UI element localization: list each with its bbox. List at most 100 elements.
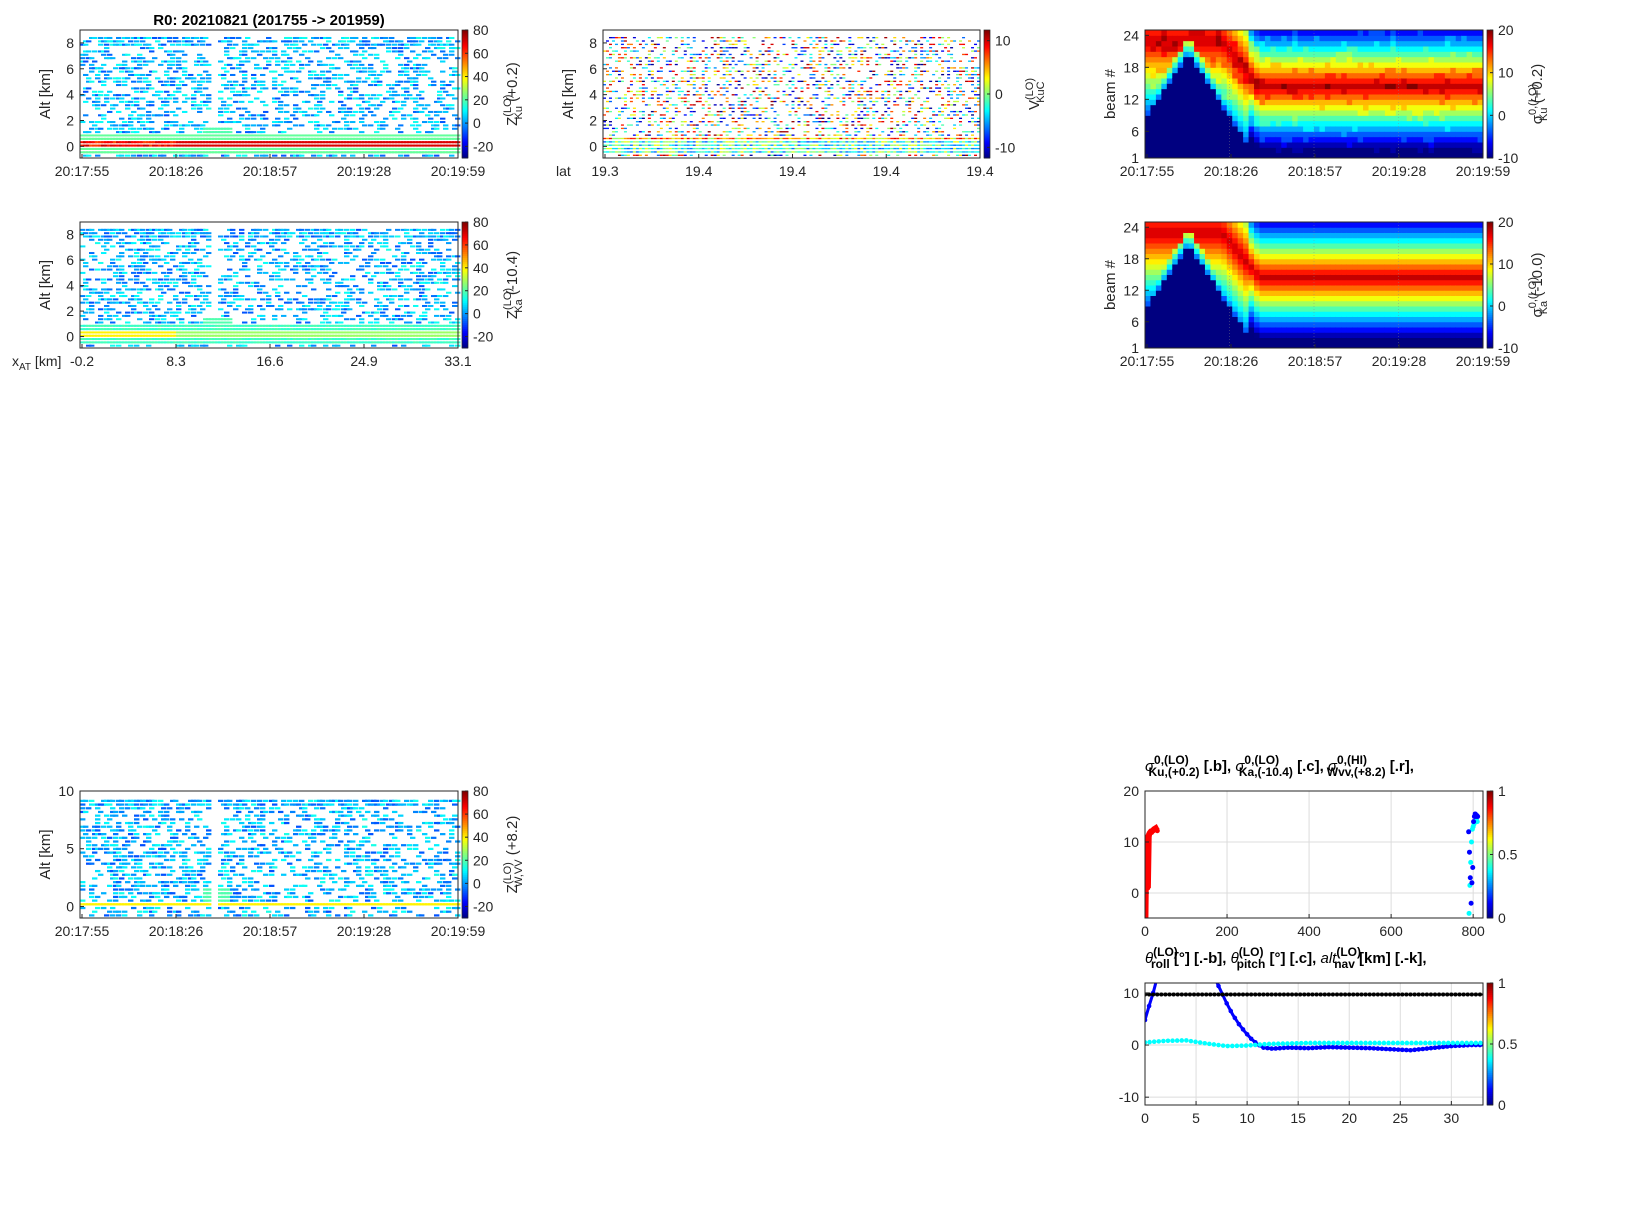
heatmap-cell	[756, 108, 759, 109]
heatmap-cell	[744, 94, 747, 95]
heatmap-cell	[83, 298, 88, 300]
heatmap-cell	[905, 61, 908, 62]
heatmap-cell	[609, 47, 612, 48]
heatmap-cell	[965, 101, 968, 102]
heatmap-cell	[893, 104, 896, 105]
heatmap-cell	[711, 145, 714, 146]
heatmap-cell	[953, 128, 956, 129]
heatmap-cell	[857, 131, 860, 132]
heatmap-cell	[717, 71, 720, 72]
heatmap-cell	[693, 141, 696, 142]
heatmap-cell	[833, 77, 836, 78]
heatmap-cell	[344, 114, 349, 116]
heatmap-cell	[824, 111, 827, 112]
heatmap-cell	[866, 134, 869, 135]
heatmap-cell	[146, 118, 151, 120]
heatmap-cell	[887, 71, 890, 72]
heatmap-cell	[747, 84, 750, 85]
heatmap-cell	[753, 118, 756, 119]
heatmap-cell	[395, 84, 400, 86]
heatmap-cell	[932, 148, 935, 149]
heatmap-cell	[260, 50, 265, 52]
heatmap-cell	[971, 84, 974, 85]
heatmap-cell	[884, 141, 887, 142]
heatmap-cell	[606, 145, 609, 146]
heatmap-cell	[935, 50, 938, 51]
heatmap-cell	[783, 145, 786, 146]
heatmap-cell	[884, 118, 887, 119]
heatmap-cell	[747, 97, 750, 98]
heatmap-cell	[836, 74, 839, 75]
heatmap-cell	[365, 94, 370, 96]
heatmap-cell	[732, 61, 735, 62]
heatmap-cell	[833, 151, 836, 152]
heatmap-cell	[362, 67, 367, 69]
heatmap-cell	[899, 47, 902, 48]
heatmap-cell	[648, 71, 651, 72]
heatmap-cell	[809, 151, 812, 152]
heatmap-cell	[905, 91, 908, 92]
heatmap-cell	[824, 145, 827, 146]
heatmap-cell	[830, 50, 833, 51]
heatmap-cell	[863, 141, 866, 142]
heatmap-cell	[926, 40, 929, 41]
heatmap-cell	[860, 138, 863, 139]
heatmap-cell	[938, 44, 941, 45]
heatmap-cell	[869, 87, 872, 88]
heatmap-cell	[254, 50, 259, 52]
heatmap-cell	[293, 77, 298, 79]
heatmap-cell	[344, 44, 349, 46]
heatmap-cell	[959, 151, 962, 152]
heatmap-cell	[657, 155, 660, 156]
heatmap-cell	[173, 71, 178, 73]
heatmap-cell	[750, 138, 753, 139]
heatmap-cell	[284, 111, 289, 113]
heatmap-cell	[726, 67, 729, 68]
heatmap-cell	[627, 87, 630, 88]
heatmap-cell	[287, 37, 292, 39]
heatmap-cell	[413, 57, 418, 59]
heatmap-cell	[884, 97, 887, 98]
heatmap-cell	[899, 61, 902, 62]
heatmap-cell	[866, 64, 869, 65]
heatmap-cell	[176, 57, 181, 59]
heatmap-cell	[908, 145, 911, 146]
heatmap-cell	[293, 40, 298, 42]
heatmap-cell	[872, 151, 875, 152]
heatmap-cell	[723, 94, 726, 95]
heatmap-cell	[941, 67, 944, 68]
heatmap-cell	[899, 67, 902, 68]
heatmap-cell	[293, 44, 298, 46]
heatmap-cell	[941, 111, 944, 112]
heatmap-cell	[812, 47, 815, 48]
heatmap-cell	[681, 101, 684, 102]
heatmap-cell	[783, 91, 786, 92]
heatmap-cell	[818, 118, 821, 119]
heatmap-cell	[899, 71, 902, 72]
heatmap-cell	[645, 87, 648, 88]
heatmap-cell	[618, 57, 621, 58]
heatmap-cell	[720, 57, 723, 58]
heatmap-cell	[848, 138, 851, 139]
heatmap-cell	[881, 44, 884, 45]
heatmap-cell	[738, 101, 741, 102]
heatmap-cell	[786, 138, 789, 139]
heatmap-cell	[681, 145, 684, 146]
heatmap-cell	[887, 74, 890, 75]
heatmap-cell	[161, 259, 166, 261]
heatmap-cell	[896, 138, 899, 139]
heatmap-cell	[609, 111, 612, 112]
heatmap-cell	[645, 151, 648, 152]
heatmap-cell	[104, 50, 109, 52]
heatmap-cell	[425, 104, 430, 106]
heatmap-cell	[164, 235, 169, 237]
heatmap-cell	[887, 91, 890, 92]
heatmap-cell	[699, 101, 702, 102]
heatmap-cell	[227, 64, 232, 66]
heatmap-cell	[794, 97, 797, 98]
heatmap-cell	[717, 124, 720, 125]
heatmap-cell	[651, 138, 654, 139]
heatmap-cell	[884, 91, 887, 92]
heatmap-cell	[926, 71, 929, 72]
heatmap-cell	[863, 155, 866, 156]
